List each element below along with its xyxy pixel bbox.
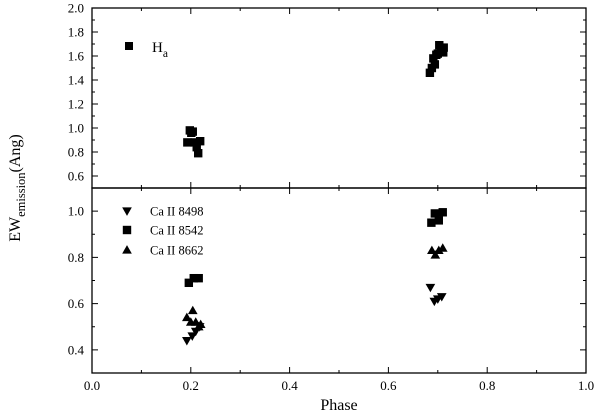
ha-data-point	[439, 43, 448, 52]
tick-labels: 0.6 0.8 1.0 1.2 1.4 1.6 1.8 2.0 0.4 0.6 0.8 1.0 0.0 0…	[68, 1, 594, 394]
ca-ii-8542-data-point	[430, 209, 440, 218]
ha-data-point	[194, 149, 203, 158]
y-tick-label: 0.6	[68, 296, 85, 311]
ca-ii-8542-data-point	[194, 273, 203, 283]
ha-data-point	[183, 138, 192, 147]
y-tick-label: 1.0	[68, 121, 84, 136]
y-tick-label: 0.4	[68, 342, 85, 357]
ca-ii-8662-data-point	[433, 245, 444, 255]
y-tick-label: 2.0	[68, 1, 84, 16]
ha-data-point	[192, 143, 201, 152]
ca-ii-8498-data-point	[187, 332, 198, 341]
ca-ii-8662-legend-marker	[122, 245, 132, 254]
ha-data-point	[433, 49, 442, 58]
ca-ii-8662-data-point	[427, 245, 437, 255]
ha-legend-label: Ha	[152, 40, 168, 60]
y-tick-label: 0.8	[68, 145, 84, 160]
y-tick-label: 0.8	[68, 250, 84, 265]
ha-data-point	[190, 138, 199, 147]
ha-data-point	[195, 137, 205, 146]
ha-data-point	[439, 48, 448, 57]
ca-ii-8542-data-point	[427, 218, 436, 227]
ca-ii-8662-data-point	[182, 312, 192, 322]
ca-ii-8498-data-point	[425, 283, 436, 293]
x-axis-title: Phase	[320, 397, 357, 414]
ca-ii-8542-data-point	[184, 278, 194, 288]
ca-ii-8662-legend-label: Ca II 8662	[150, 244, 203, 258]
ca-ii-8498-data-point	[436, 293, 447, 302]
y-tick-label: 1.2	[68, 97, 84, 112]
top-panel-frame	[91, 7, 587, 189]
ca-ii-8662-data-point	[430, 250, 441, 259]
y-tick-label: 1.8	[68, 25, 84, 40]
y-tick-label: 0.6	[68, 169, 85, 184]
ca-ii-8662-data-point	[437, 243, 448, 252]
ca-ii-8542-legend-marker	[122, 225, 132, 235]
ca-ii-8498-data-point	[182, 337, 192, 346]
x-tick-label: 0.6	[380, 378, 397, 393]
y-tick-label: 1.0	[68, 204, 84, 219]
ca-ii-8662-data-point	[187, 305, 198, 315]
y-tick-label: 1.6	[68, 49, 85, 64]
tick-marks	[91, 7, 587, 374]
x-tick-label: 0.2	[183, 378, 199, 393]
ca-ii-8542-data-point	[434, 216, 443, 225]
x-tick-label: 0.8	[479, 378, 495, 393]
y-tick-label: 1.4	[68, 73, 85, 88]
data-points	[182, 41, 448, 346]
ca-ii-8542-data-point	[438, 208, 447, 217]
ca-ii-8498-legend-label: Ca II 8498	[150, 205, 203, 219]
ha-data-point	[425, 68, 435, 77]
legends: Ha Ca II 8498 Ca II 8542 Ca II 8662	[122, 40, 203, 258]
ha-data-point	[188, 127, 197, 136]
ha-data-point	[430, 60, 440, 69]
ha-legend-marker	[125, 42, 133, 50]
x-tick-label: 0.4	[281, 378, 298, 393]
ca-ii-8542-data-point	[189, 273, 198, 283]
x-tick-label: 1.0	[578, 378, 594, 393]
ca-ii-8542-legend-label: Ca II 8542	[150, 224, 203, 238]
ca-ii-8662-data-point	[195, 319, 206, 329]
axis-titles: Phase EWemission(Ang)	[7, 134, 358, 414]
y-axis-title: EWemission(Ang)	[7, 134, 28, 242]
x-tick-label: 0.0	[84, 378, 100, 393]
ca-ii-8498-legend-marker	[122, 207, 132, 216]
